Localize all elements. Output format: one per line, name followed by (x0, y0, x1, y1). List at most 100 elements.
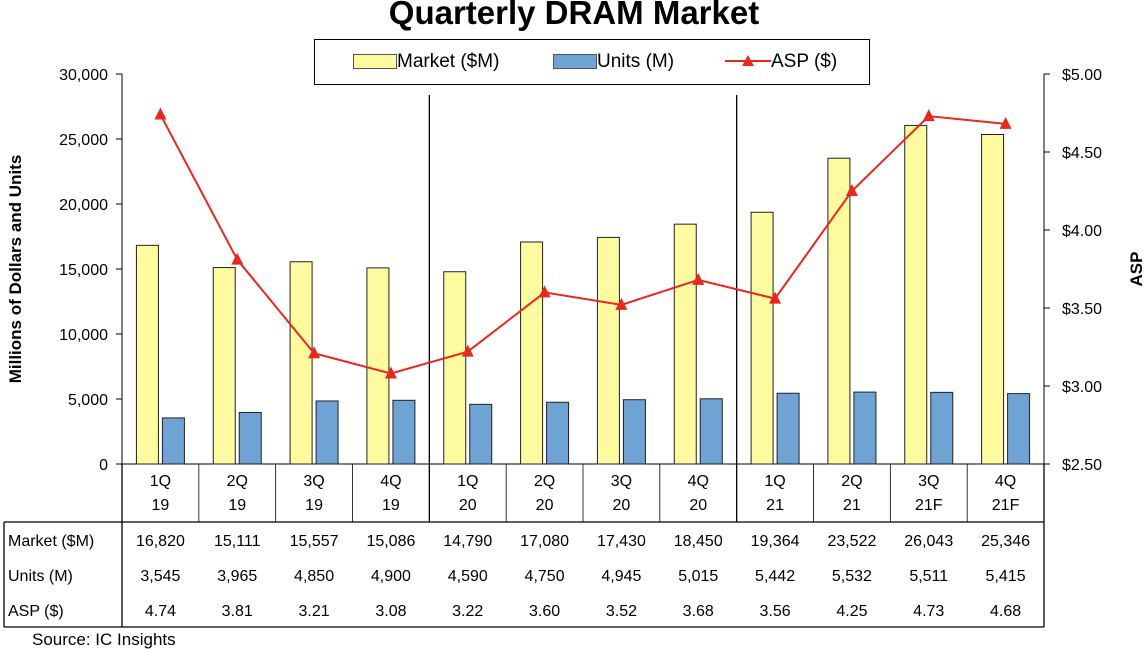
point-asp (384, 366, 397, 379)
y-tick-label: 25,000 (59, 132, 108, 149)
y2-tick-label: $5.00 (1062, 67, 1102, 84)
x-tick-label-quarter: 3Q (611, 473, 632, 490)
table-cell: 3.60 (529, 603, 560, 620)
bar-market (289, 261, 313, 465)
table-row-label: ASP ($) (8, 603, 64, 620)
x-tick-label-year: 20 (459, 497, 477, 514)
table-cell: 26,043 (904, 533, 953, 550)
table-cell: 3.22 (452, 603, 483, 620)
table-cell: 3,965 (217, 568, 257, 585)
table-cell: 3.52 (606, 603, 637, 620)
bar-units (546, 401, 570, 465)
bar-market (135, 244, 159, 465)
x-tick-label-quarter: 4Q (688, 473, 709, 490)
x-tick-label-quarter: 1Q (764, 473, 785, 490)
y2-tick-label: $3.50 (1062, 301, 1102, 318)
legend-swatch-units (553, 54, 597, 69)
y-tick-label: 20,000 (59, 197, 108, 214)
table-cell: 23,522 (827, 533, 876, 550)
x-tick-label-year: 21 (843, 497, 861, 514)
x-tick-label-year: 21 (766, 497, 784, 514)
table-cell: 5,532 (832, 568, 872, 585)
legend-item-units: Units (M) (553, 51, 674, 73)
x-tick-label-quarter: 3Q (303, 473, 324, 490)
table-cell: 15,557 (290, 533, 339, 550)
x-tick-label-quarter: 2Q (534, 473, 555, 490)
table-cell: 4,850 (294, 568, 334, 585)
line-asp (159, 114, 1006, 375)
x-tick-label-quarter: 2Q (227, 473, 248, 490)
bar-market (212, 267, 236, 465)
bar-market (904, 124, 928, 465)
legend-label-asp: ASP ($) (771, 51, 838, 72)
y2-tick-label: $4.50 (1062, 145, 1102, 162)
bar-market (596, 236, 620, 465)
point-asp (845, 184, 858, 196)
table-row-label: Units (M) (8, 568, 73, 585)
table-cell: 14,790 (443, 533, 492, 550)
table-cell: 5,015 (678, 568, 718, 585)
table-row-label: Market ($M) (8, 533, 94, 550)
x-tick-label-quarter: 3Q (918, 473, 939, 490)
table-cell: 15,086 (366, 533, 415, 550)
bar-units (930, 391, 954, 465)
point-asp (461, 344, 474, 357)
table-cell: 4.74 (145, 603, 176, 620)
legend-label-market: Market ($M) (397, 51, 500, 72)
table-cell: 4,590 (448, 568, 488, 585)
x-tick-label-year: 19 (305, 497, 323, 514)
chart-title: Quarterly DRAM Market (388, 0, 760, 31)
table-cell: 15,111 (214, 533, 261, 550)
x-tick-label-year: 19 (228, 497, 246, 514)
table-cell: 4.25 (836, 603, 867, 620)
source-note: Source: IC Insights (32, 630, 176, 649)
bar-units (392, 399, 416, 465)
table-cell: 3.81 (222, 603, 253, 620)
point-asp (692, 272, 705, 285)
y-axis-title: Millions of Dollars and Units (6, 155, 25, 384)
y2-axis-title: ASP (1127, 252, 1146, 287)
table-cell: 5,442 (755, 568, 795, 585)
x-tick-label-quarter: 1Q (150, 473, 171, 490)
y-tick-label: 10,000 (59, 327, 108, 344)
x-tick-label-year: 20 (613, 497, 631, 514)
table-cell: 3.08 (375, 603, 406, 620)
point-asp (308, 346, 321, 359)
y-tick-label: 5,000 (68, 392, 108, 409)
bar-units (1007, 393, 1031, 465)
bar-market (520, 241, 544, 465)
x-tick-label-quarter: 1Q (457, 473, 478, 490)
table-cell: 3.68 (683, 603, 714, 620)
legend-item-asp: ASP ($) (725, 51, 837, 73)
table-cell: 3.56 (760, 603, 791, 620)
table-cell: 4,750 (525, 568, 565, 585)
bar-market (981, 134, 1005, 465)
bar-market (443, 271, 467, 465)
point-asp (538, 285, 551, 298)
table-cell: 4.73 (913, 603, 944, 620)
bar-market (827, 157, 851, 465)
point-asp (999, 116, 1012, 129)
point-asp (769, 291, 782, 304)
table-cell: 3.21 (299, 603, 330, 620)
x-tick-label-year: 20 (689, 497, 707, 514)
table-cell: 5,415 (986, 568, 1026, 585)
table-cell: 5,511 (909, 568, 948, 585)
table-cell: 3,545 (140, 568, 180, 585)
y2-tick-label: $3.00 (1062, 379, 1102, 396)
table-cell: 4,945 (601, 568, 641, 585)
bar-market (673, 223, 697, 465)
bar-units (315, 400, 339, 465)
x-tick-label-year: 19 (382, 497, 400, 514)
point-asp (231, 252, 244, 265)
x-tick-label-quarter: 4Q (380, 473, 401, 490)
bar-market (366, 267, 390, 465)
bar-units (776, 392, 800, 465)
table-cell: 4.68 (990, 603, 1021, 620)
legend-label-units: Units (M) (597, 51, 675, 72)
x-tick-label-year: 21F (992, 497, 1020, 514)
x-tick-label-year: 21F (915, 497, 943, 514)
y2-tick-label: $2.50 (1062, 457, 1102, 474)
y-tick-label: 30,000 (59, 67, 108, 84)
